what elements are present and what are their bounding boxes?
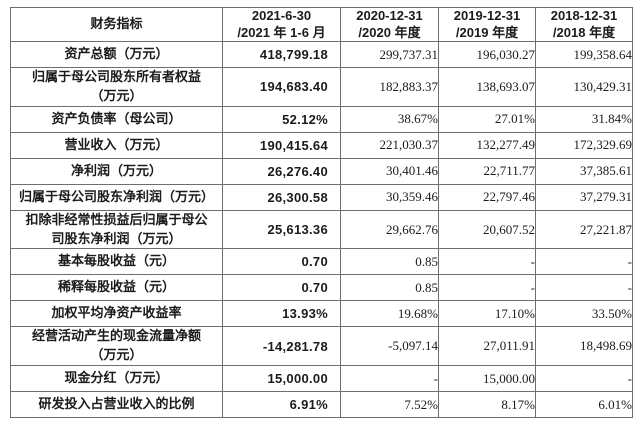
row-label: 资产总额（万元） (10, 41, 223, 68)
header-period-2021-line2: /2021 年 1-6 月 (237, 24, 326, 40)
table-row: 研发投入占营业收入的比例 6.91% 7.52% 8.17% 6.01% (10, 391, 633, 419)
value-cell: 196,030.27 (438, 41, 536, 68)
value-cell: 29,662.76 (340, 209, 439, 250)
value-cell: 130,429.31 (535, 67, 633, 107)
value-cell: 19.68% (340, 300, 439, 328)
value-cell: 221,030.37 (340, 131, 439, 159)
row-label: 稀释每股收益（元） (10, 274, 223, 302)
value-cell: 199,358.64 (535, 41, 633, 68)
value-cell-current-period: 26,300.58 (222, 183, 341, 211)
value-cell: 20,607.52 (438, 209, 536, 250)
value-cell: 299,737.31 (340, 41, 439, 68)
value-cell: - (535, 274, 633, 302)
value-cell: 6.01% (535, 391, 633, 419)
table-row: 资产总额（万元） 418,799.18 299,737.31 196,030.27 19… (10, 41, 633, 68)
value-cell: 182,883.37 (340, 67, 439, 107)
value-cell: - (535, 248, 633, 276)
value-cell: -5,097.14 (340, 326, 439, 367)
header-period-2019-line2: /2019 年度 (455, 24, 519, 40)
row-label: 净利润（万元） (10, 157, 223, 185)
value-cell: 30,359.46 (340, 183, 439, 211)
header-period-2020-line1: 2020-12-31 (356, 8, 423, 24)
table-row: 加权平均净资产收益率 13.93% 19.68% 17.10% 33.50% (10, 300, 633, 328)
value-cell: 132,277.49 (438, 131, 536, 159)
table-row: 归属于母公司股东所有者权益 （万元） 194,683.40 182,883.37 13… (10, 67, 633, 107)
table-row: 归属于母公司股东净利润（万元） 26,300.58 30,359.46 22,797.… (10, 183, 633, 211)
header-period-2018: 2018-12-31 /2018 年度 (535, 7, 633, 42)
value-cell: 31.84% (535, 105, 633, 133)
row-label: 加权平均净资产收益率 (10, 300, 223, 328)
value-cell-current-period: -14,281.78 (222, 326, 341, 367)
value-cell: 27,221.87 (535, 209, 633, 250)
value-cell: 37,385.61 (535, 157, 633, 185)
header-period-2019-line1: 2019-12-31 (453, 8, 521, 24)
value-cell: 0.85 (340, 248, 439, 276)
table-row: 稀释每股收益（元） 0.70 0.85- - (10, 274, 633, 302)
row-label: 扣除非经常性损益后归属于母公 司股东净利润（万元） (10, 209, 223, 250)
value-cell-current-period: 26,276.40 (222, 157, 341, 185)
value-cell: 22,711.77 (438, 157, 536, 185)
table-row: 资产负债率（母公司） 52.12% 38.67% 27.01% 31.84% (10, 105, 633, 133)
row-label: 现金分红（万元） (10, 365, 223, 393)
table-body: 资产总额（万元） 418,799.18 299,737.31 196,030.27 19… (10, 41, 633, 419)
value-cell-current-period: 15,000.00 (222, 365, 341, 393)
header-period-2021: 2021-6-30 /2021 年 1-6 月 (222, 7, 341, 42)
value-cell: 38.67% (340, 105, 439, 133)
value-cell-current-period: 0.70 (222, 274, 341, 302)
value-cell: - (535, 365, 633, 393)
value-cell: 8.17% (438, 391, 536, 419)
header-period-2018-line2: /2018 年度 (552, 24, 616, 40)
value-cell: 17.10% (438, 300, 536, 328)
table-row: 营业收入（万元） 190,415.64 221,030.37 132,277.49 17… (10, 131, 633, 159)
row-label: 营业收入（万元） (10, 131, 223, 159)
value-cell-current-period: 25,613.36 (222, 209, 341, 250)
row-label: 归属于母公司股东净利润（万元） (10, 183, 223, 211)
value-cell: 22,797.46 (438, 183, 536, 211)
table-row: 基本每股收益（元） 0.70 0.85- - (10, 248, 633, 276)
value-cell: - (438, 248, 536, 276)
row-label: 经营活动产生的现金流量净额 （万元） (10, 326, 223, 367)
value-cell: 30,401.46 (340, 157, 439, 185)
header-financial-indicators: 财务指标 (10, 7, 223, 42)
header-period-2020: 2020-12-31 /2020 年度 (340, 7, 439, 42)
header-period-2019: 2019-12-31 /2019 年度 (438, 7, 536, 42)
value-cell: 7.52% (340, 391, 439, 419)
table-row: 扣除非经常性损益后归属于母公 司股东净利润（万元） 25,613.36 29,662… (10, 209, 633, 250)
table-row: 净利润（万元） 26,276.40 30,401.46 22,711.77 37,385… (10, 157, 633, 185)
row-label: 研发投入占营业收入的比例 (10, 391, 223, 419)
row-label: 归属于母公司股东所有者权益 （万元） (10, 67, 223, 107)
value-cell-current-period: 13.93% (222, 300, 341, 328)
value-cell-current-period: 6.91% (222, 391, 341, 419)
value-cell: 33.50% (535, 300, 633, 328)
financial-indicators-table: 财务指标 2021-6-30 /2021 年 1-6 月 2020-12-31 … (10, 7, 633, 419)
value-cell: - (438, 274, 536, 302)
value-cell-current-period: 52.12% (222, 105, 341, 133)
value-cell: 18,498.69 (535, 326, 633, 367)
table-row: 经营活动产生的现金流量净额 （万元） -14,281.78 -5,097.14 27,… (10, 326, 633, 367)
header-period-2021-line1: 2021-6-30 (251, 8, 312, 24)
row-label: 基本每股收益（元） (10, 248, 223, 276)
value-cell-current-period: 0.70 (222, 248, 341, 276)
value-cell-current-period: 194,683.40 (222, 67, 341, 107)
value-cell-current-period: 190,415.64 (222, 131, 341, 159)
value-cell: 27.01% (438, 105, 536, 133)
value-cell: - (340, 365, 439, 393)
value-cell-current-period: 418,799.18 (222, 41, 341, 68)
value-cell: 37,279.31 (535, 183, 633, 211)
row-label: 资产负债率（母公司） (10, 105, 223, 133)
table-row: 现金分红（万元） 15,000.00-15,000.00- (10, 365, 633, 393)
header-row: 财务指标 2021-6-30 /2021 年 1-6 月 2020-12-31 … (10, 7, 633, 42)
value-cell: 172,329.69 (535, 131, 633, 159)
value-cell: 27,011.91 (438, 326, 536, 367)
header-period-2020-line2: /2020 年度 (358, 24, 421, 40)
value-cell: 138,693.07 (438, 67, 536, 107)
header-period-2018-line1: 2018-12-31 (550, 8, 618, 24)
value-cell: 15,000.00 (438, 365, 536, 393)
value-cell: 0.85 (340, 274, 439, 302)
